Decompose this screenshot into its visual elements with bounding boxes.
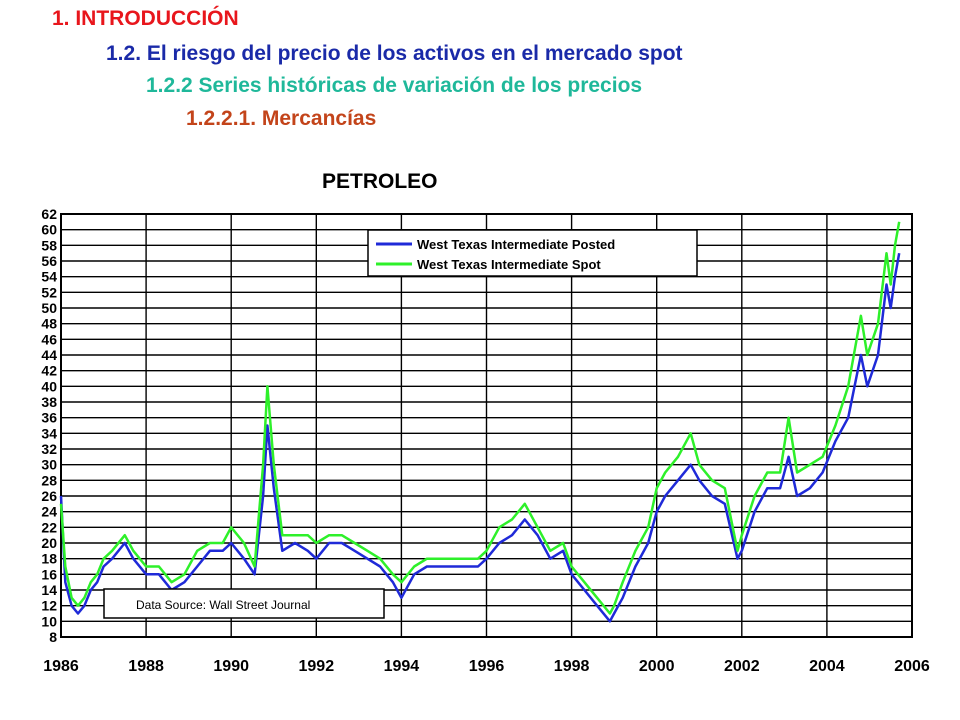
- y-tick-label: 12: [41, 598, 57, 614]
- legend-label-spot: West Texas Intermediate Spot: [417, 257, 601, 272]
- y-tick-label: 8: [49, 629, 57, 645]
- annotation-box: [103, 588, 385, 619]
- legend: West Texas Intermediate Posted West Texa…: [367, 229, 698, 277]
- legend-box: [367, 229, 698, 277]
- heading-introduccion: 1. INTRODUCCIÓN: [52, 7, 239, 30]
- chart-title: PETROLEO: [322, 170, 438, 193]
- annotation-text: Data Source: Wall Street Journal: [136, 598, 310, 612]
- x-tick-label: 1996: [469, 658, 505, 675]
- y-tick-label: 48: [41, 316, 57, 332]
- x-tick-label: 1990: [213, 658, 249, 675]
- heading-riesgo-precio: 1.2. El riesgo del precio de los activos…: [106, 42, 683, 65]
- y-tick-label: 16: [41, 566, 57, 582]
- y-tick-label: 54: [41, 269, 57, 285]
- y-tick-label: 18: [41, 551, 57, 567]
- y-tick-label: 50: [41, 300, 57, 316]
- series-line-spot: [59, 221, 901, 615]
- y-tick-label: 42: [41, 363, 57, 379]
- y-tick-label: 58: [41, 237, 57, 253]
- data-source-annotation: Data Source: Wall Street Journal: [103, 588, 385, 619]
- x-tick-label: 1998: [554, 658, 590, 675]
- heading-mercancias: 1.2.2.1. Mercancías: [186, 107, 377, 130]
- y-tick-label: 52: [41, 284, 57, 300]
- legend-label-posted: West Texas Intermediate Posted: [417, 237, 615, 252]
- y-tick-label: 60: [41, 222, 57, 238]
- y-tick-label: 26: [41, 488, 57, 504]
- y-tick-label: 46: [41, 331, 57, 347]
- x-tick-label: 1992: [299, 658, 335, 675]
- y-tick-label: 36: [41, 410, 57, 426]
- y-tick-label: 40: [41, 378, 57, 394]
- y-tick-label: 38: [41, 394, 57, 410]
- grid-lines: [60, 213, 913, 638]
- y-tick-label: 28: [41, 472, 57, 488]
- y-tick-label: 44: [41, 347, 57, 363]
- heading-series-historicas: 1.2.2 Series históricas de variación de …: [146, 74, 643, 97]
- x-tick-label: 1986: [43, 658, 79, 675]
- y-tick-label: 32: [41, 441, 57, 457]
- y-tick-label: 22: [41, 519, 57, 535]
- y-tick-label: 62: [41, 206, 57, 222]
- x-tick-label: 1988: [128, 658, 164, 675]
- y-tick-labels: 8101214161820222426283032343638404244464…: [41, 206, 57, 645]
- x-tick-label: 1994: [384, 658, 420, 675]
- y-tick-label: 20: [41, 535, 57, 551]
- x-tick-label: 2000: [639, 658, 675, 675]
- y-tick-label: 24: [41, 504, 57, 520]
- y-tick-label: 30: [41, 457, 57, 473]
- x-tick-label: 2004: [809, 658, 845, 675]
- y-tick-label: 34: [41, 425, 57, 441]
- y-tick-label: 14: [41, 582, 57, 598]
- y-tick-label: 10: [41, 613, 57, 629]
- x-tick-labels: 1986 1988 1990 1992 1994 1996 1998 2000 2002 2004…: [43, 658, 930, 675]
- series-lines: [59, 221, 901, 623]
- x-tick-label: 2006: [894, 658, 930, 675]
- y-tick-label: 56: [41, 253, 57, 269]
- x-tick-label: 2002: [724, 658, 760, 675]
- oil-price-chart: 8101214161820222426283032343638404244464…: [41, 206, 930, 675]
- series-line-posted: [59, 252, 901, 623]
